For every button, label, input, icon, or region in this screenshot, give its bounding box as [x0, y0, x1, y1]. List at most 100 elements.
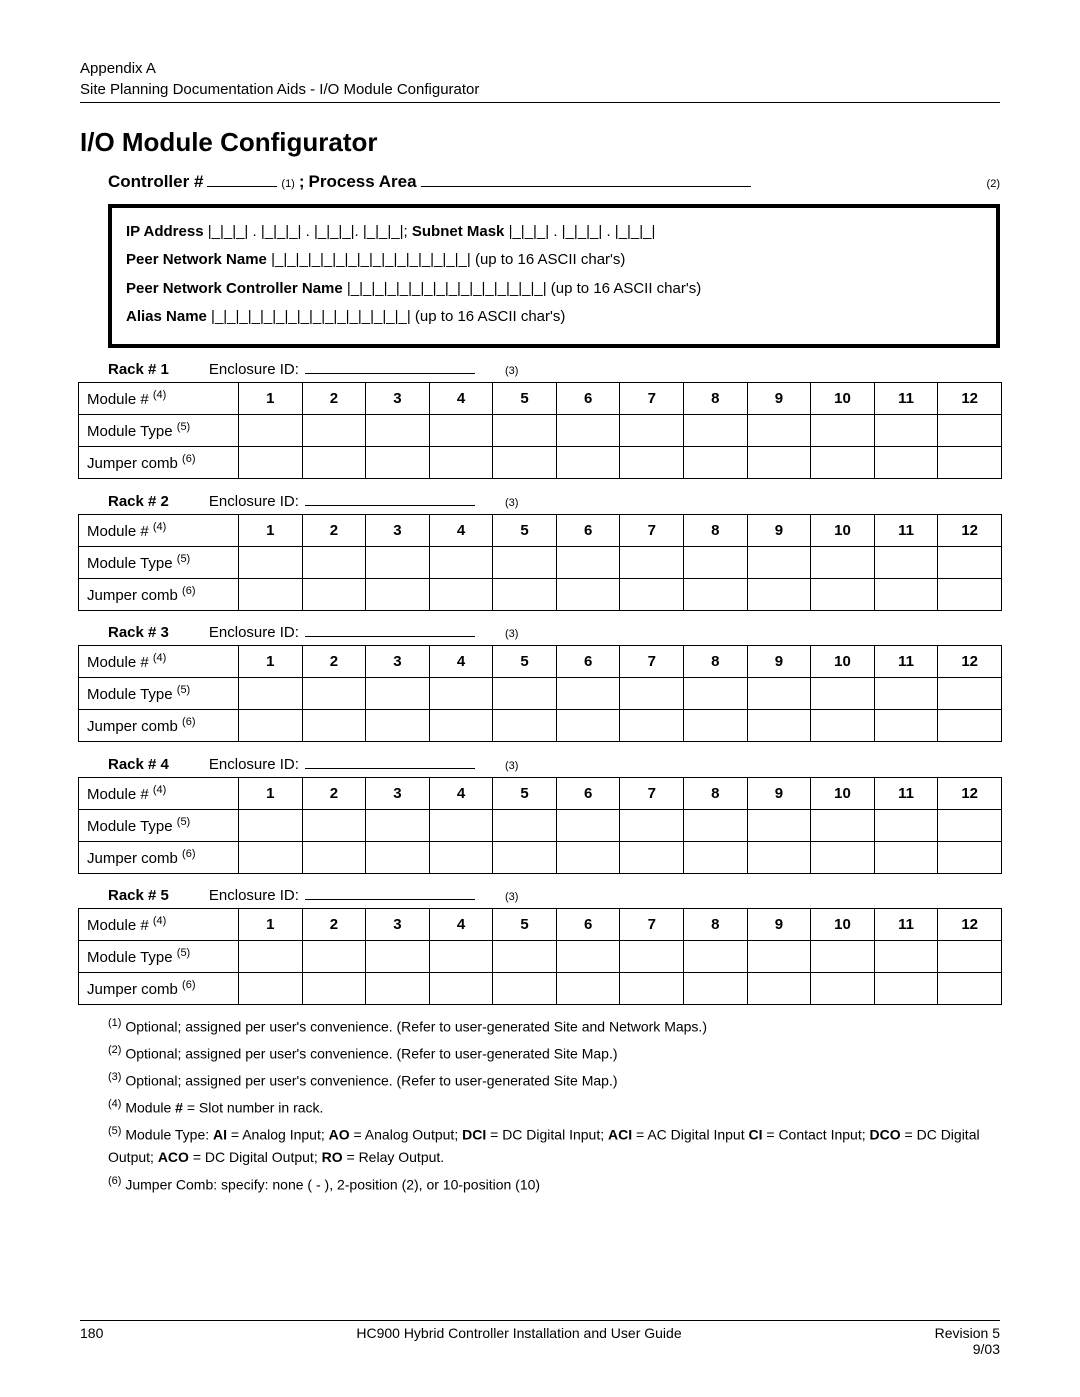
module-col-header: 1 [239, 514, 303, 546]
module-type-row-label: Module Type (5) [79, 546, 239, 578]
module-col-header: 10 [811, 646, 875, 678]
rack-title: Rack # 5 [108, 887, 169, 904]
footer-divider [80, 1320, 1000, 1321]
rack-cell [747, 678, 811, 710]
module-col-header: 1 [239, 383, 303, 415]
module-col-header: 11 [874, 514, 938, 546]
footnotes: (1) Optional; assigned per user's conven… [108, 1015, 1000, 1196]
controller-sup: (1) [281, 178, 294, 190]
rack-cell [429, 447, 493, 479]
rack-cell [938, 415, 1002, 447]
rack-cell [493, 809, 557, 841]
rack-cell [366, 678, 430, 710]
rack-cell [938, 447, 1002, 479]
rack-cell [493, 578, 557, 610]
module-col-header: 9 [747, 909, 811, 941]
module-col-header: 5 [493, 514, 557, 546]
footnote: (6) Jumper Comb: specify: none ( - ), 2-… [108, 1173, 1000, 1196]
module-col-header: 4 [429, 777, 493, 809]
module-col-header: 7 [620, 777, 684, 809]
rack-cell [811, 415, 875, 447]
netbox-line: Peer Network Name |_|_|_|_|_|_|_|_|_|_|_… [126, 246, 982, 275]
module-col-header: 8 [684, 777, 748, 809]
enclosure-id-label: Enclosure ID: [209, 756, 299, 773]
module-number-row-label: Module # (4) [79, 383, 239, 415]
rack-cell [556, 415, 620, 447]
module-type-row-label: Module Type (5) [79, 809, 239, 841]
module-col-header: 8 [684, 646, 748, 678]
rack-cell [366, 447, 430, 479]
rack-cell [302, 546, 366, 578]
rack-table: Module # (4)123456789101112Module Type (… [78, 645, 1002, 742]
network-info-box: IP Address |_|_|_| . |_|_|_| . |_|_|_|. … [108, 204, 1000, 348]
module-col-header: 3 [366, 383, 430, 415]
rack-cell [620, 809, 684, 841]
rack-cell [874, 710, 938, 742]
rack-table: Module # (4)123456789101112Module Type (… [78, 908, 1002, 1005]
module-col-header: 9 [747, 646, 811, 678]
rack-cell [366, 546, 430, 578]
rack-cell [302, 710, 366, 742]
rack-cell [429, 841, 493, 873]
module-col-header: 9 [747, 514, 811, 546]
module-col-header: 12 [938, 383, 1002, 415]
page-header-subtitle: Site Planning Documentation Aids - I/O M… [80, 81, 1000, 98]
enclosure-id-sup: (3) [505, 365, 518, 377]
module-col-header: 12 [938, 514, 1002, 546]
rack-cell [429, 941, 493, 973]
rack-cell [429, 578, 493, 610]
rack-cell [239, 941, 303, 973]
module-col-header: 8 [684, 383, 748, 415]
rack-cell [811, 447, 875, 479]
rack-cell [620, 710, 684, 742]
rack-cell [684, 578, 748, 610]
rack-cell [747, 841, 811, 873]
module-col-header: 8 [684, 514, 748, 546]
module-col-header: 5 [493, 646, 557, 678]
rack-cell [493, 546, 557, 578]
module-col-header: 4 [429, 909, 493, 941]
rack-cell [429, 710, 493, 742]
jumper-comb-row-label: Jumper comb (6) [79, 578, 239, 610]
rack-cell [366, 841, 430, 873]
enclosure-id-blank [305, 489, 475, 506]
rack-cell [684, 841, 748, 873]
rack-cell [874, 578, 938, 610]
enclosure-id-blank [305, 752, 475, 769]
rack-cell [811, 809, 875, 841]
page-header-appendix: Appendix A [80, 60, 1000, 77]
rack-cell [239, 447, 303, 479]
module-type-row-label: Module Type (5) [79, 941, 239, 973]
module-number-row-label: Module # (4) [79, 646, 239, 678]
module-col-header: 4 [429, 646, 493, 678]
rack-cell [493, 678, 557, 710]
module-col-header: 6 [556, 646, 620, 678]
jumper-comb-row-label: Jumper comb (6) [79, 841, 239, 873]
controller-process-row: Controller # (1) ; Process Area (2) [108, 168, 1000, 192]
module-col-header: 3 [366, 777, 430, 809]
rack-cell [747, 546, 811, 578]
rack-cell [874, 841, 938, 873]
jumper-comb-row-label: Jumper comb (6) [79, 973, 239, 1005]
enclosure-id-label: Enclosure ID: [209, 887, 299, 904]
rack-cell [938, 678, 1002, 710]
rack-cell [366, 809, 430, 841]
module-col-header: 4 [429, 383, 493, 415]
rack-cell [620, 841, 684, 873]
module-col-header: 10 [811, 514, 875, 546]
rack-cell [747, 973, 811, 1005]
module-col-header: 2 [302, 383, 366, 415]
rack-cell [556, 578, 620, 610]
rack-cell [620, 941, 684, 973]
rack-cell [366, 415, 430, 447]
rack-cell [429, 809, 493, 841]
module-col-header: 5 [493, 777, 557, 809]
module-col-header: 1 [239, 909, 303, 941]
enclosure-id-sup: (3) [505, 891, 518, 903]
module-col-header: 12 [938, 909, 1002, 941]
rack-cell [302, 447, 366, 479]
rack-cell [684, 941, 748, 973]
netbox-line: Alias Name |_|_|_|_|_|_|_|_|_|_|_|_|_|_|… [126, 303, 982, 332]
module-col-header: 5 [493, 383, 557, 415]
rack-cell [302, 973, 366, 1005]
